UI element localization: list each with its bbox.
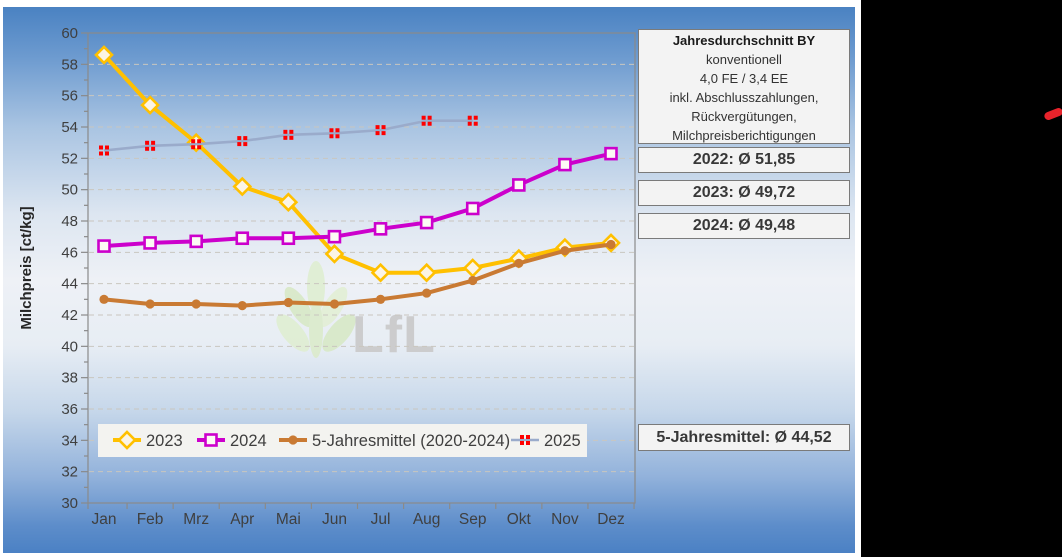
svg-text:Dez: Dez [597,511,625,528]
y-axis [81,32,88,504]
average-2023-box: 2023: Ø 49,72 [638,180,850,206]
watermark-text: LfL [352,306,436,364]
svg-text:Nov: Nov [551,511,579,528]
series-5-Jahresmittel-2020-2024- [99,239,616,311]
svg-text:60: 60 [61,25,78,42]
svg-text:Sep: Sep [459,511,487,528]
svg-text:52: 52 [61,150,78,167]
chart-legend: 2023 2024 5-Jahresmittel (2020-2024) 2025 [98,424,587,457]
svg-text:Aug: Aug [413,511,441,528]
red-logo-fragment [1043,106,1062,122]
svg-text:Jun: Jun [322,511,347,528]
svg-text:30: 30 [61,495,78,512]
average-2022-box: 2022: Ø 51,85 [638,147,850,173]
svg-text:56: 56 [61,88,78,105]
series-2023 [94,45,621,283]
info-box-title: Jahresdurchschnitt BY [672,33,816,48]
svg-text:38: 38 [61,370,78,387]
info-box-line: 4,0 FE / 3,4 EE [699,71,789,86]
svg-text:Okt: Okt [507,511,532,528]
svg-text:58: 58 [61,56,78,73]
svg-text:Apr: Apr [230,511,254,528]
legend-label-2025: 2025 [544,432,581,450]
svg-text:Mrz: Mrz [183,511,209,528]
svg-text:40: 40 [61,338,78,355]
series-2025 [99,115,478,156]
average-2024-box: 2024: Ø 49,48 [638,213,850,239]
svg-text:54: 54 [61,119,78,136]
info-box-line: inkl. Abschlusszahlungen, [669,90,819,105]
x-axis [87,503,635,509]
svg-text:Mai: Mai [276,511,301,528]
series-2024 [97,146,618,253]
five-year-average-box: 5-Jahresmittel: Ø 44,52 [638,424,850,451]
legend-label-5-Jahresmittel-2020-2024-: 5-Jahresmittel (2020-2024) [312,432,510,450]
info-box-line: Milchpreisberichtigungen [672,128,816,143]
svg-text:50: 50 [61,182,78,199]
annual-average-info-box: Jahresdurchschnitt BY konventionell 4,0 … [638,29,850,144]
legend-label-2023: 2023 [146,432,183,450]
svg-text:34: 34 [61,432,78,449]
info-box-line: Rückvergütungen, [691,109,797,124]
svg-text:44: 44 [61,276,78,293]
svg-text:Jan: Jan [92,511,117,528]
gridlines [89,63,634,473]
svg-text:36: 36 [61,401,78,418]
svg-text:Feb: Feb [137,511,164,528]
presentation-slide: LfL 30 32 34 36 38 40 42 44 46 48 50 52 54 56 58 60 Jan Fe… [0,0,861,557]
milk-price-line-chart: LfL 30 32 34 36 38 40 42 44 46 48 50 52 54 56 58 60 Jan Fe… [18,25,636,528]
svg-text:42: 42 [61,307,78,324]
lfl-watermark: LfL [276,261,436,364]
svg-text:48: 48 [61,213,78,230]
legend-label-2024: 2024 [230,432,267,450]
y-axis-title: Milchpreis [ct/kg] [18,206,35,329]
svg-text:46: 46 [61,244,78,261]
svg-text:32: 32 [61,464,78,481]
info-box-line: konventionell [706,52,782,67]
svg-text:Jul: Jul [371,511,391,528]
